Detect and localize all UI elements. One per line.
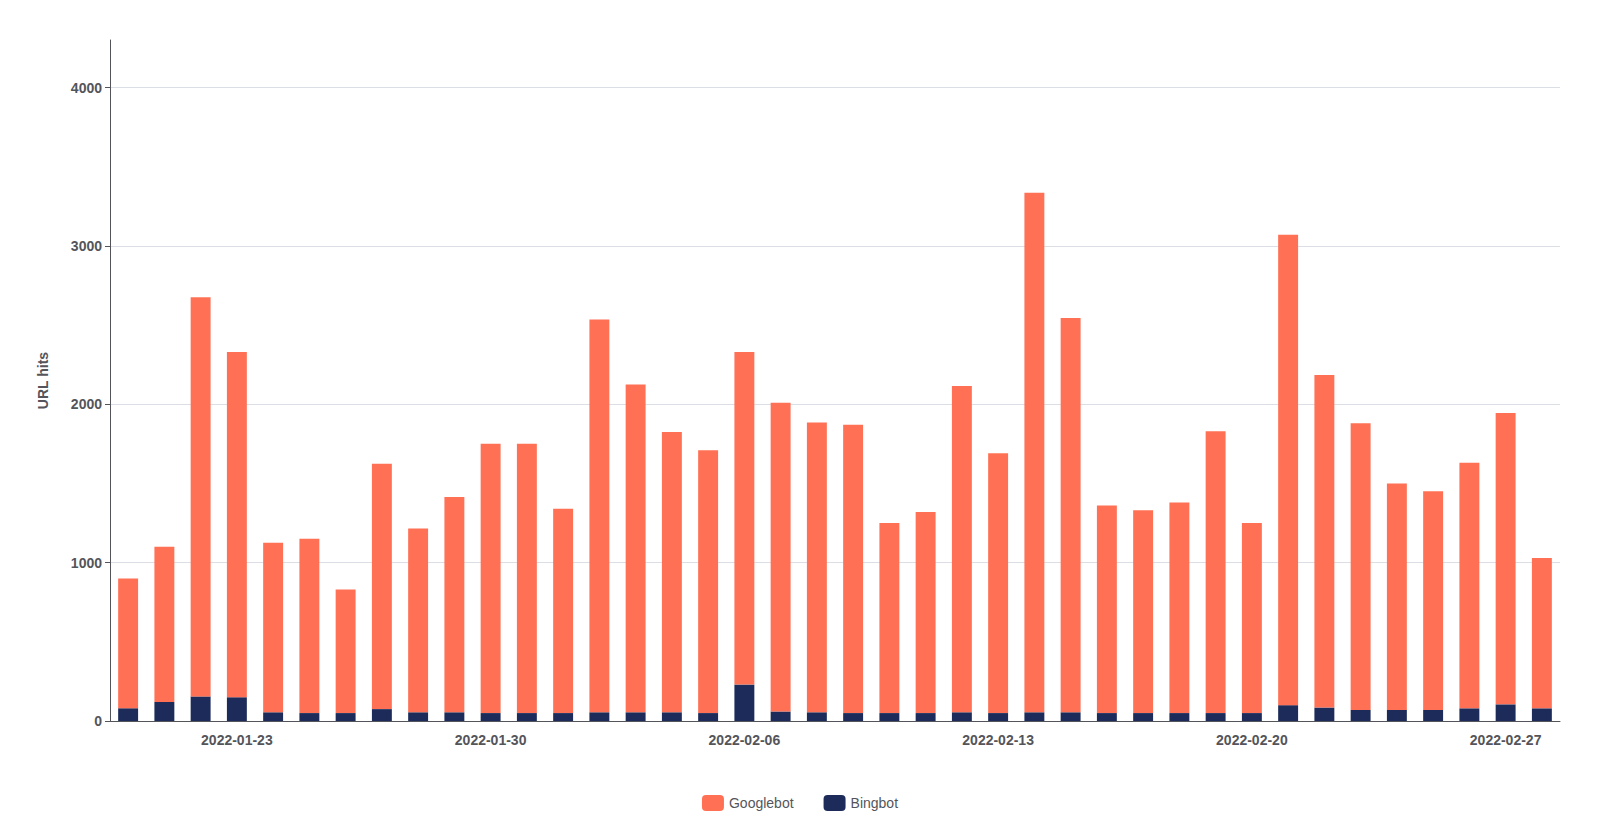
svg-text:1000: 1000 [71,555,102,571]
svg-text:2022-02-27: 2022-02-27 [1470,732,1542,748]
svg-text:2022-01-30: 2022-01-30 [455,732,527,748]
svg-text:3000: 3000 [71,238,102,254]
svg-text:Bingbot: Bingbot [851,795,899,811]
svg-text:2022-02-20: 2022-02-20 [1216,732,1288,748]
svg-text:URL hits: URL hits [35,352,51,410]
svg-text:0: 0 [94,713,102,729]
svg-text:Googlebot: Googlebot [729,795,794,811]
svg-text:4000: 4000 [71,80,102,96]
svg-text:2022-01-23: 2022-01-23 [201,732,273,748]
svg-text:2000: 2000 [71,396,102,412]
svg-text:2022-02-06: 2022-02-06 [709,732,781,748]
svg-text:2022-02-13: 2022-02-13 [962,732,1034,748]
